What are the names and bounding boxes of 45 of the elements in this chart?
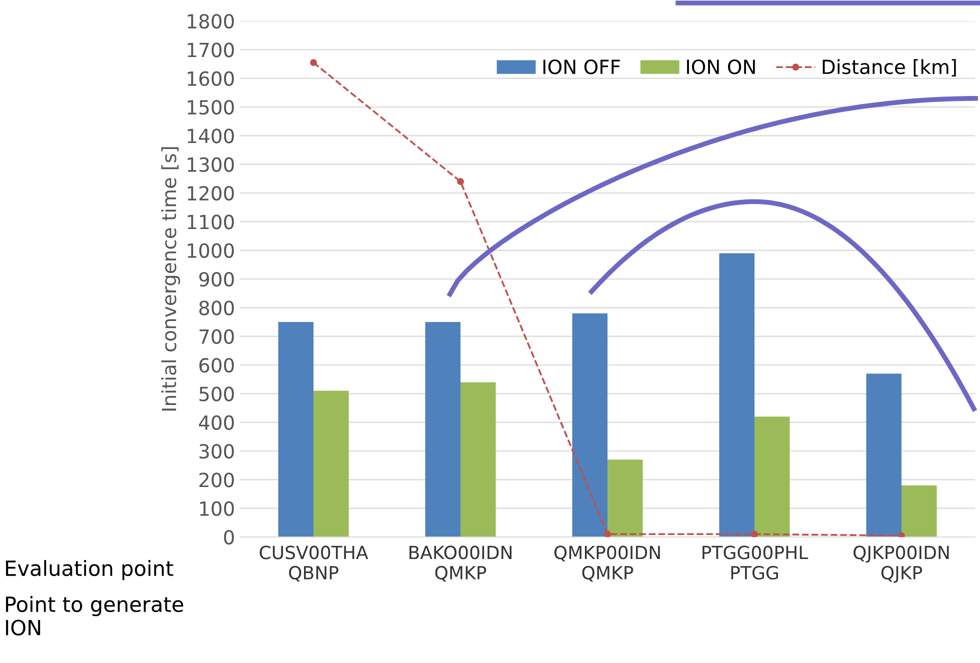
text: Point to generate ION: [6, 596, 184, 636]
bar: [314, 390, 349, 537]
x-tick-label: CUSV00THA QBNP: [260, 546, 368, 582]
y-tick-label: 1600: [188, 71, 234, 86]
legend-label: Distance [km]: [822, 59, 956, 76]
bar: [608, 460, 643, 537]
y-tick-label: 200: [199, 472, 234, 488]
y-tick-label: 0: [224, 530, 234, 545]
bar: [719, 253, 754, 537]
y-axis-title: Initial convergence time [s]: [161, 147, 180, 411]
text: Evaluation point: [6, 560, 174, 580]
y-tick-label: 400: [198, 415, 234, 430]
y-tick-label: 900: [199, 272, 234, 287]
bar: [460, 382, 496, 537]
y-tick-label: 700: [200, 329, 234, 344]
y-tick-label: 300: [200, 444, 234, 459]
point: [898, 532, 905, 537]
y-tick-label: 500: [200, 386, 234, 402]
y-tick-label: 1000: [188, 243, 234, 258]
point: [310, 59, 317, 66]
bar: [902, 485, 937, 537]
bar: [866, 374, 902, 537]
y-tick-label: 1300: [188, 157, 234, 172]
x-tick-label: QMKP00IDN QMKP: [554, 546, 660, 582]
y-tick-label: 800: [199, 300, 234, 316]
point: [457, 178, 464, 186]
legend-label: ION OFF: [543, 59, 620, 74]
y-tick-label: 1200: [188, 186, 234, 201]
bar: [425, 322, 460, 537]
legend-label: ION ON: [687, 59, 755, 74]
y-tick-label: 1700: [188, 42, 234, 58]
y-tick-label: 1500: [188, 100, 234, 115]
y-tick-label: 100: [200, 501, 234, 516]
y-tick-label: 1100: [188, 214, 234, 230]
x-tick-label: QJKP00IDN QJKP: [854, 546, 949, 583]
point: [751, 530, 758, 537]
y-tick-label: 1400: [188, 128, 234, 144]
x-tick-label: PTGG00PHL PTGG: [702, 546, 808, 580]
bar: [572, 313, 608, 537]
x-tick-label: BAKO00IDN QMKP: [410, 546, 512, 582]
bar: [278, 322, 314, 537]
bar: [754, 416, 790, 537]
point: [604, 530, 611, 537]
y-tick-label: 1800: [188, 14, 234, 29]
y-tick-label: 600: [199, 358, 234, 373]
